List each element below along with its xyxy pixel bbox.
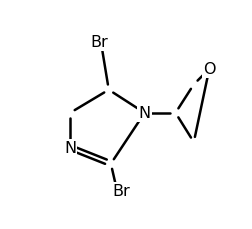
Text: N: N: [64, 140, 76, 155]
Text: N: N: [139, 106, 151, 121]
Text: O: O: [203, 62, 215, 77]
Text: Br: Br: [113, 183, 130, 198]
Text: Br: Br: [90, 35, 108, 50]
